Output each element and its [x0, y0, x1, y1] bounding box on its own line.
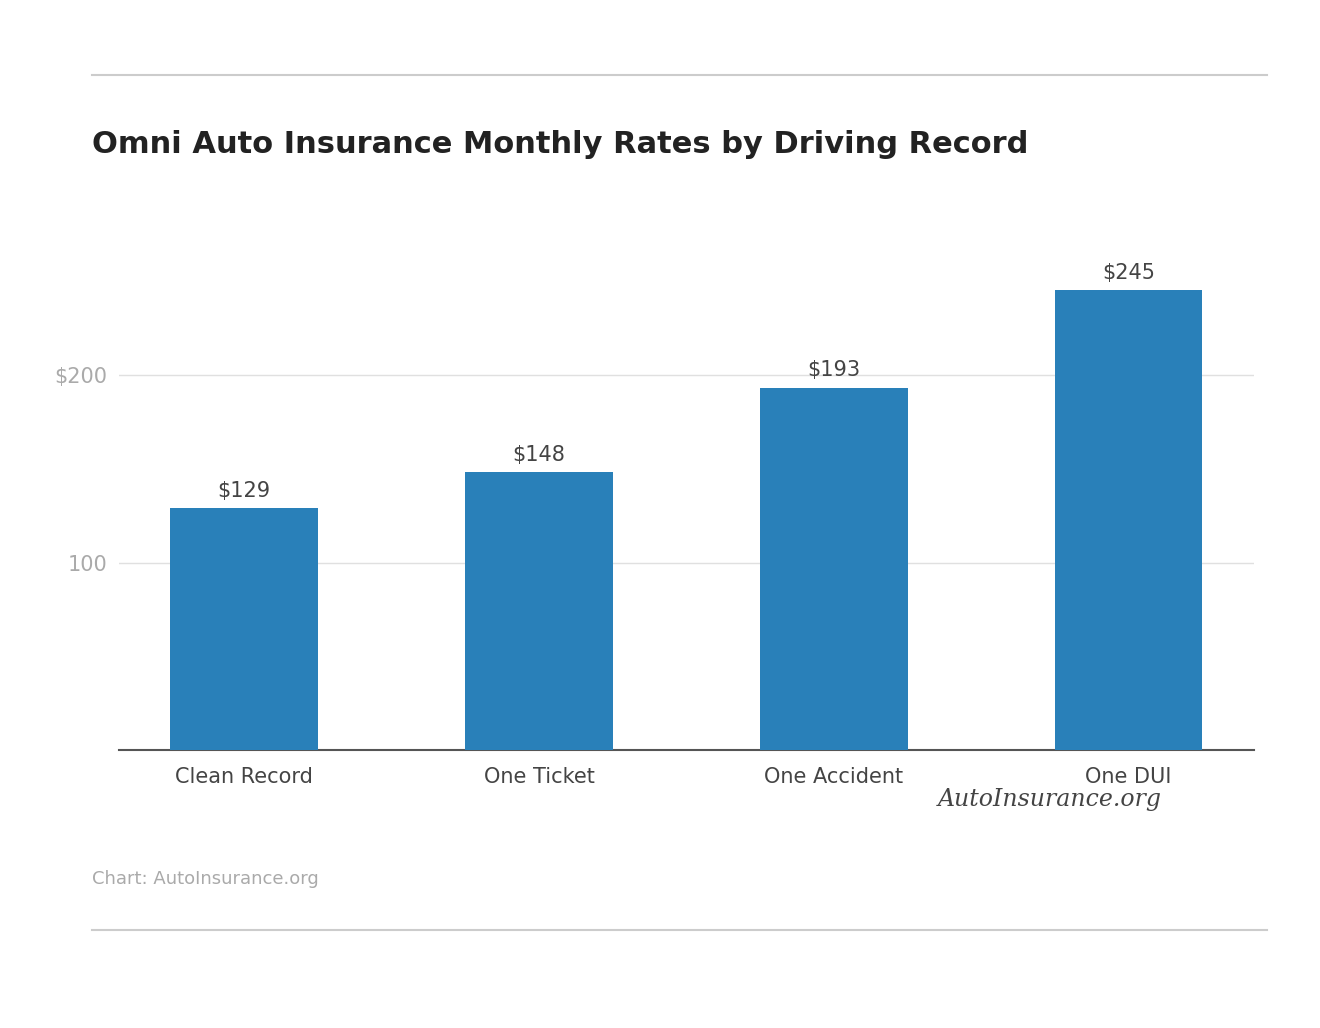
Text: $193: $193	[808, 361, 861, 380]
Bar	[170, 508, 318, 750]
Bar	[465, 473, 612, 750]
Text: Omni Auto Insurance Monthly Rates by Driving Record: Omni Auto Insurance Monthly Rates by Dri…	[92, 131, 1028, 159]
Bar	[1055, 290, 1203, 750]
Text: AutoInsurance.org: AutoInsurance.org	[937, 788, 1162, 811]
Bar	[760, 388, 908, 750]
Text: Chart: AutoInsurance.org: Chart: AutoInsurance.org	[92, 870, 319, 888]
Text: $129: $129	[218, 480, 271, 501]
Text: $148: $148	[512, 445, 565, 465]
Text: $245: $245	[1102, 262, 1155, 283]
